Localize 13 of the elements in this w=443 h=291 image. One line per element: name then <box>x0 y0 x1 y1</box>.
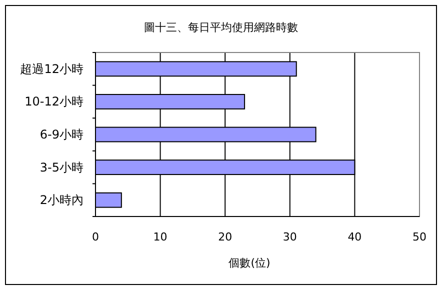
y-tick-label: 3-5小時 <box>40 160 84 174</box>
x-tick-label: 30 <box>282 230 297 244</box>
x-tick-label: 50 <box>412 230 426 244</box>
chart-title: 圖十三、每日平均使用網路時數 <box>144 21 298 34</box>
x-tick-label: 40 <box>348 230 362 244</box>
y-tick-label: 10-12小時 <box>24 94 84 109</box>
y-tick-label: 6-9小時 <box>40 128 84 142</box>
x-tick-label: 0 <box>92 230 99 244</box>
y-tick-label: 2小時內 <box>40 193 84 208</box>
y-tick-label: 超過12小時 <box>20 62 84 76</box>
x-tick-label: 10 <box>153 230 168 244</box>
x-tick-label: 20 <box>218 230 232 244</box>
x-axis-title: 個數(位) <box>228 256 270 270</box>
